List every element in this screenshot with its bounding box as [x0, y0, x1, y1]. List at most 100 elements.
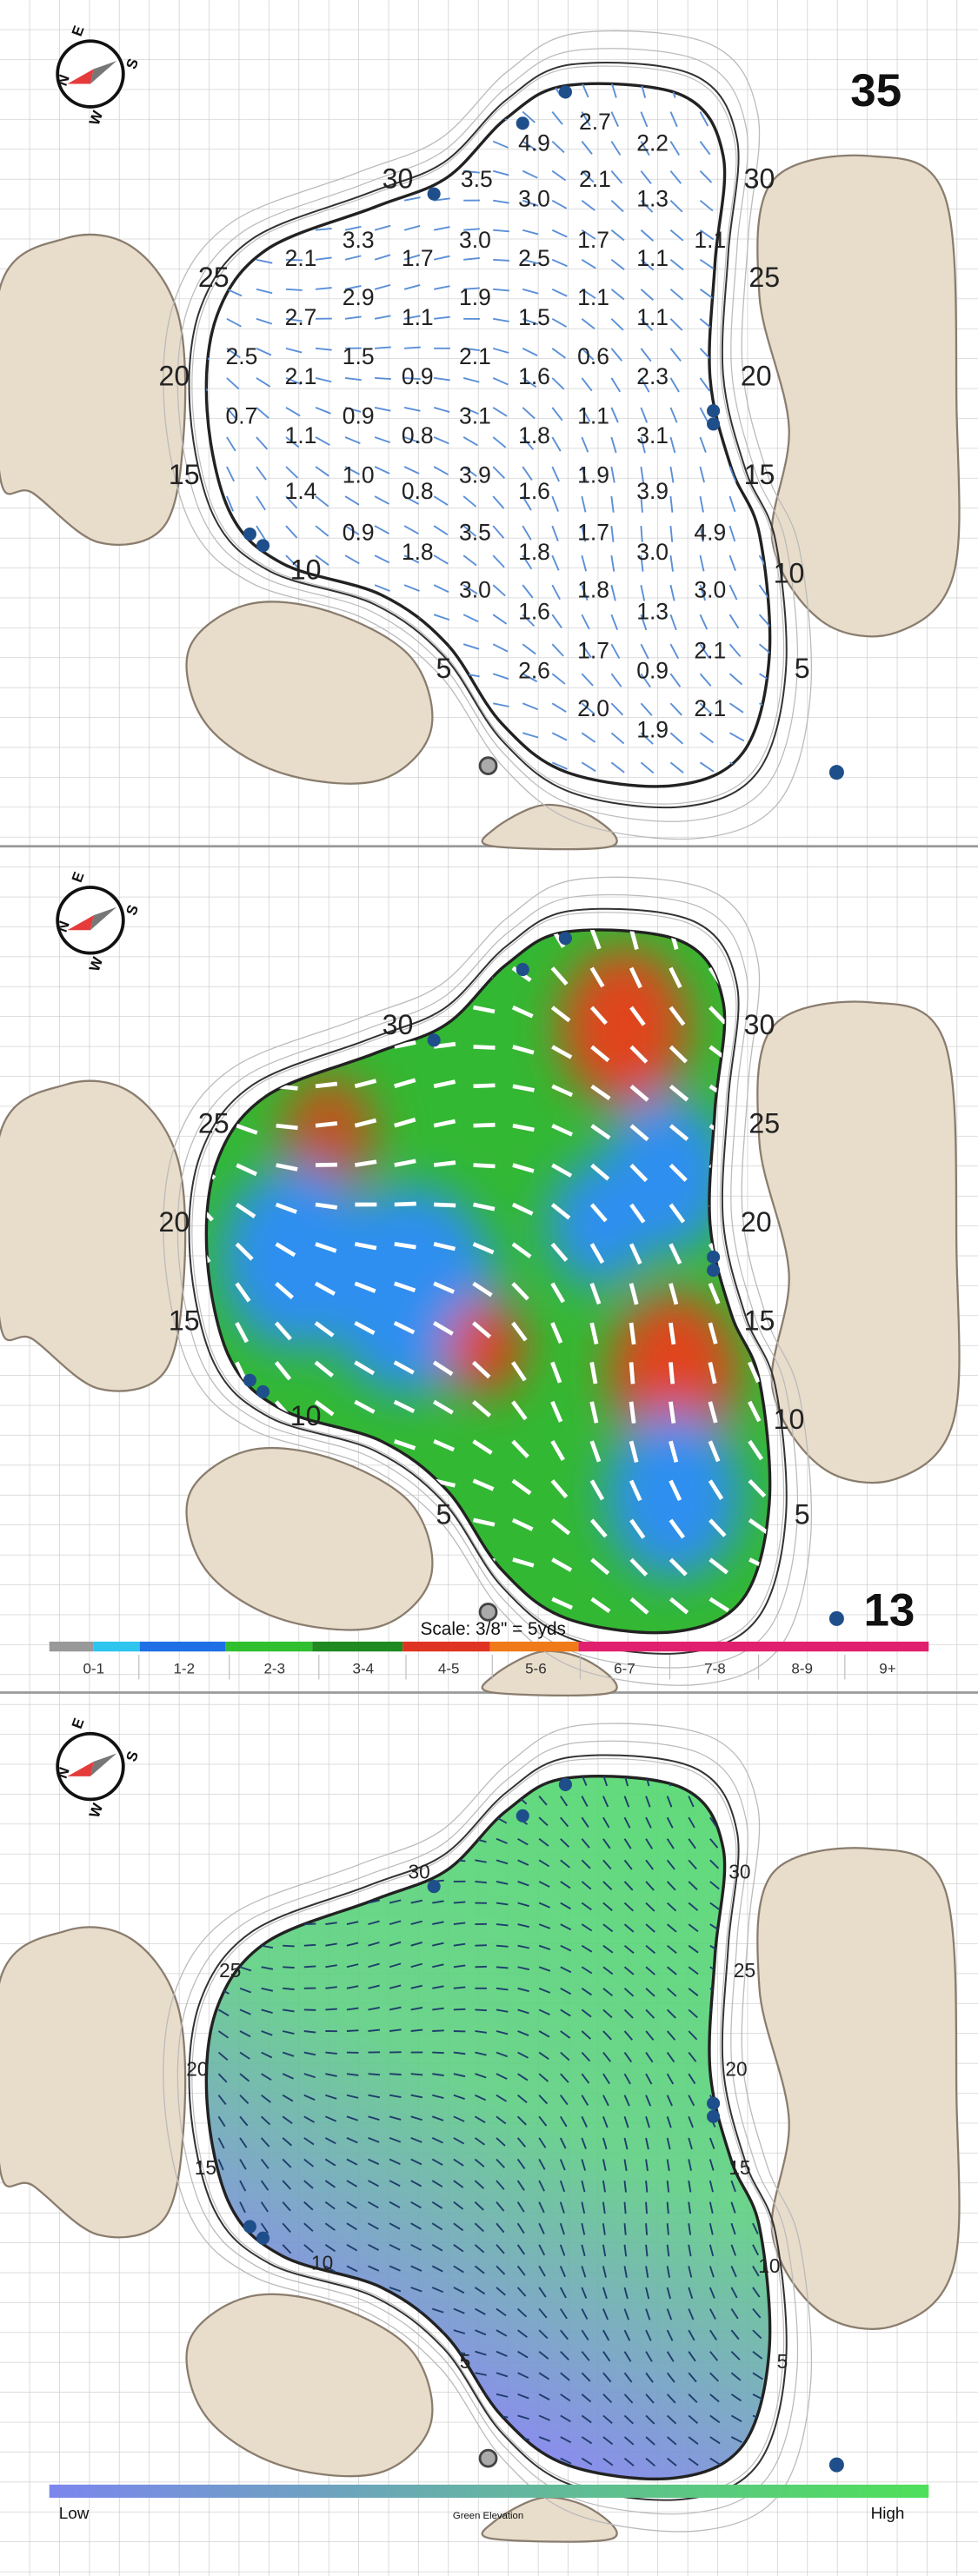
slope-arrow: [666, 2372, 675, 2383]
slope-arrow: [346, 2201, 357, 2209]
slope-arrow: [453, 2201, 464, 2210]
slope-arrow: [493, 288, 509, 292]
slope-arrow: [538, 2159, 546, 2170]
slope-arrow: [474, 2265, 485, 2274]
slope-arrow: [699, 554, 705, 572]
slope-arrow: [589, 1479, 605, 1501]
slope-label: 1.1: [636, 304, 669, 330]
slope-arrow: [538, 2180, 545, 2192]
slope-arrow: [403, 436, 421, 444]
heat-blob: [560, 947, 689, 1106]
slope-arrow: [475, 2008, 487, 2012]
slope-arrow: [602, 2095, 609, 2107]
slope-arrow: [559, 2201, 565, 2214]
slope-arrow: [325, 2073, 337, 2077]
slope-arrow: [623, 2223, 627, 2235]
slope-arrow: [669, 1283, 679, 1305]
slope-arrow: [261, 1966, 274, 1970]
slope-arrow: [496, 2094, 508, 2102]
pin-marker: [558, 85, 572, 99]
slope-arrow: [389, 2073, 402, 2076]
slope-arrow: [431, 2307, 444, 2314]
slope-arrow: [551, 1163, 573, 1178]
slope-label: 3.9: [636, 478, 669, 504]
slope-arrow: [496, 2201, 505, 2212]
slope-arrow: [346, 2265, 358, 2273]
slope-arrow: [389, 2028, 402, 2032]
slope-label: 3.3: [343, 227, 375, 253]
slope-arrow: [758, 584, 770, 600]
slope-arrow: [610, 614, 618, 630]
slope-arrow: [315, 407, 331, 415]
slope-arrow: [217, 2008, 230, 2017]
slope-arrow: [589, 1243, 605, 1265]
slope-arrow: [324, 2180, 336, 2188]
slope-arrow: [403, 224, 421, 231]
slope-arrow: [235, 1321, 249, 1344]
slope-arrow: [285, 466, 299, 479]
slope-arrow: [473, 1045, 496, 1050]
slope-arrow: [629, 1557, 649, 1577]
slope-arrow: [472, 1400, 492, 1417]
slope-arrow: [629, 1045, 649, 1064]
legend-swatch: [225, 1641, 313, 1652]
slope-arrow: [709, 2308, 716, 2320]
slope-arrow: [730, 2414, 742, 2423]
slope-label: 1.1: [285, 422, 317, 448]
compass-letter: E: [69, 23, 88, 38]
slope-arrow: [640, 200, 654, 213]
slope-arrow: [516, 2137, 527, 2148]
slope-arrow: [748, 1478, 767, 1498]
slope-arrow: [516, 2095, 528, 2104]
slope-arrow: [434, 315, 450, 320]
slope-arrow: [256, 495, 266, 511]
slope-arrow: [699, 170, 713, 183]
slope-arrow: [474, 2244, 485, 2254]
slope-arrow: [581, 1923, 593, 1932]
slope-arrow: [492, 643, 509, 653]
slope-arrow: [551, 614, 562, 629]
slope-label: 3.5: [459, 520, 491, 546]
slope-arrow: [453, 2073, 466, 2078]
slope-arrow: [493, 258, 509, 262]
slope-arrow: [389, 2094, 402, 2099]
slope-arrow: [581, 1966, 593, 1975]
slope-arrow: [239, 2030, 251, 2038]
slope-arrow: [389, 1962, 402, 1969]
slope-arrow: [640, 348, 652, 362]
slope-arrow: [474, 2158, 485, 2168]
slope-arrow: [389, 1984, 402, 1989]
slope-arrow: [610, 495, 615, 513]
slope-arrow: [522, 732, 539, 739]
distance-label: 30: [383, 163, 414, 194]
slope-arrow: [538, 1966, 551, 1972]
slope-arrow: [666, 2073, 675, 2085]
slope-arrow: [368, 2115, 380, 2121]
slope-arrow: [581, 2223, 586, 2235]
slope-arrow: [666, 2180, 670, 2193]
slope-arrow: [688, 1944, 699, 1954]
slope-arrow: [475, 2372, 487, 2376]
slope-arrow: [303, 2094, 316, 2101]
slope-arrow: [669, 702, 682, 716]
slope-arrow: [629, 1163, 649, 1183]
slope-arrow: [581, 495, 587, 513]
slope-arrow: [394, 1201, 416, 1207]
slope-arrow: [688, 1796, 695, 1808]
slope-arrow: [640, 584, 646, 601]
slope-arrow: [433, 1281, 456, 1294]
slope-arrow: [522, 554, 533, 570]
slope-arrow: [640, 466, 644, 483]
slope-arrow: [368, 1941, 380, 1947]
compass-letter: E: [69, 870, 88, 885]
slope-arrow: [610, 111, 620, 128]
slope-arrow: [517, 2008, 529, 2015]
slope-arrow: [688, 1923, 699, 1933]
slope-arrow: [623, 2414, 634, 2425]
slope-label: 3.1: [636, 422, 669, 448]
slope-arrow: [589, 1006, 609, 1026]
heat-blob: [446, 1299, 524, 1395]
slope-arrow: [516, 2265, 526, 2276]
slope-label: 3.0: [694, 577, 726, 603]
slope-arrow: [282, 2137, 293, 2147]
